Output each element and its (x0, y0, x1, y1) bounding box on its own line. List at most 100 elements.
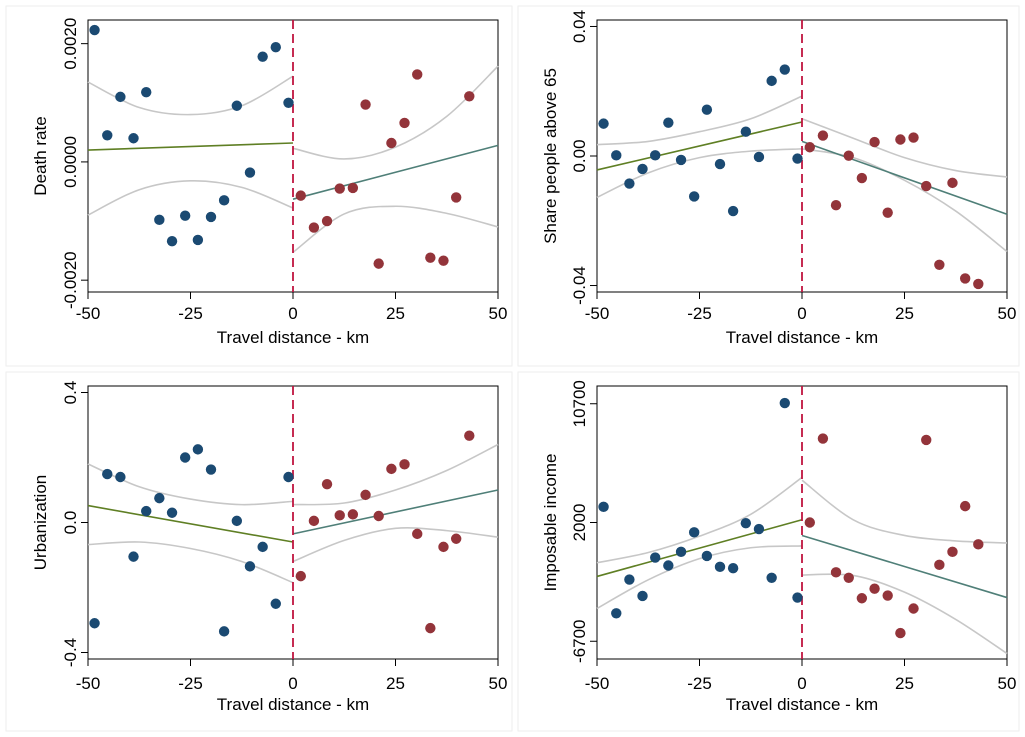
data-point-left (740, 517, 752, 529)
data-point-left (714, 158, 726, 170)
y-tick-label: 0.00 (570, 139, 589, 172)
data-point-left (663, 117, 674, 128)
data-point-left (598, 118, 609, 129)
data-point-left (714, 561, 726, 573)
data-point-right (360, 99, 371, 110)
data-point-right (412, 69, 423, 80)
data-point-right (373, 258, 384, 269)
data-point-left (244, 561, 256, 572)
x-tick-label: 50 (998, 304, 1017, 323)
data-point-left (624, 574, 635, 585)
data-point-right (921, 180, 932, 192)
data-point-left (727, 205, 739, 217)
data-point-right (308, 222, 320, 233)
data-point-left (611, 608, 622, 619)
data-point-left (192, 444, 204, 455)
ci-right-upper-line (801, 118, 1008, 178)
data-point-left (650, 552, 661, 563)
data-point-left (792, 592, 803, 603)
fit-line-right (801, 140, 1008, 216)
data-point-right (412, 528, 423, 540)
data-point-right (921, 434, 932, 446)
data-point-left (89, 24, 100, 36)
data-point-right (347, 182, 359, 194)
data-point-right (882, 590, 893, 601)
data-point-left (753, 151, 765, 163)
ci-left-upper-line (596, 476, 803, 564)
ci-left-lower-line (87, 180, 294, 216)
data-point-left (637, 590, 648, 602)
data-point-left (218, 195, 230, 206)
data-point-left (205, 211, 217, 223)
data-point-left (115, 471, 126, 483)
y-tick-label: 0.0 (61, 511, 80, 535)
data-point-right (360, 489, 371, 501)
panel-imposable-income: -50 -25 0 25 50 -6700 2000 10700 Travel distance… (517, 371, 1020, 732)
data-point-right (895, 134, 906, 145)
data-point-right (438, 541, 449, 553)
data-point-left (779, 64, 790, 75)
data-point-left (675, 154, 687, 166)
data-point-right (895, 627, 906, 639)
data-point-right (321, 478, 333, 490)
data-point-right (334, 183, 345, 194)
y-tick-label: -6700 (570, 620, 589, 663)
data-point-left (598, 501, 609, 512)
data-point-right (425, 252, 436, 263)
y-tick-label: 0.4 (61, 381, 80, 405)
fit-line-right (292, 144, 499, 200)
data-point-right (856, 172, 868, 184)
data-point-left (701, 550, 713, 562)
data-point-left (663, 560, 674, 571)
x-tick-label: 0 (288, 304, 297, 323)
fit-line-right (801, 534, 1008, 599)
x-tick-label: 0 (288, 674, 297, 693)
x-tick-label: 50 (489, 304, 508, 323)
data-point-right (817, 130, 829, 141)
data-point-right (869, 136, 880, 148)
data-point-left (270, 598, 281, 609)
y-tick-label: 2000 (570, 504, 589, 542)
data-point-left (753, 523, 765, 535)
x-axis-title: Travel distance - km (726, 695, 878, 714)
data-point-left (766, 75, 777, 87)
data-point-right (843, 150, 854, 161)
panel-border (517, 5, 1020, 367)
data-point-right (830, 200, 842, 211)
data-point-left (283, 471, 294, 483)
ci-right-upper-line (292, 443, 499, 506)
data-point-left (688, 191, 700, 202)
data-point-left (141, 505, 152, 517)
data-point-left (115, 91, 126, 103)
data-point-left (154, 492, 165, 504)
x-tick-label: 0 (797, 674, 806, 693)
data-point-right (347, 509, 359, 520)
data-point-left (740, 126, 752, 137)
data-point-right (973, 539, 984, 550)
ci-right-lower-line (292, 527, 499, 563)
y-axis-title: Share people above 65 (541, 68, 560, 244)
x-tick-label: -50 (76, 304, 101, 323)
y-tick-label: 0.04 (570, 10, 589, 43)
x-tick-label: -25 (687, 304, 712, 323)
data-point-left (283, 97, 294, 108)
data-point-left (102, 130, 113, 141)
data-point-left (179, 210, 191, 221)
x-tick-label: 0 (797, 304, 806, 323)
data-point-left (141, 86, 152, 98)
data-point-left (218, 626, 230, 637)
y-tick-label: -0.04 (570, 266, 589, 305)
panel-border (5, 371, 513, 732)
x-axis-title: Travel distance - km (217, 695, 369, 714)
data-point-left (231, 100, 243, 111)
fit-line-left (596, 121, 803, 171)
data-point-left (792, 153, 803, 164)
fit-line-left (87, 142, 294, 151)
x-tick-label: 25 (895, 304, 914, 323)
data-point-left (231, 515, 243, 527)
data-point-right (869, 583, 880, 594)
ci-right-lower-line (292, 205, 499, 254)
data-point-right (450, 533, 462, 544)
x-tick-label: 25 (386, 304, 405, 323)
y-tick-label: 0.0000 (61, 136, 80, 188)
